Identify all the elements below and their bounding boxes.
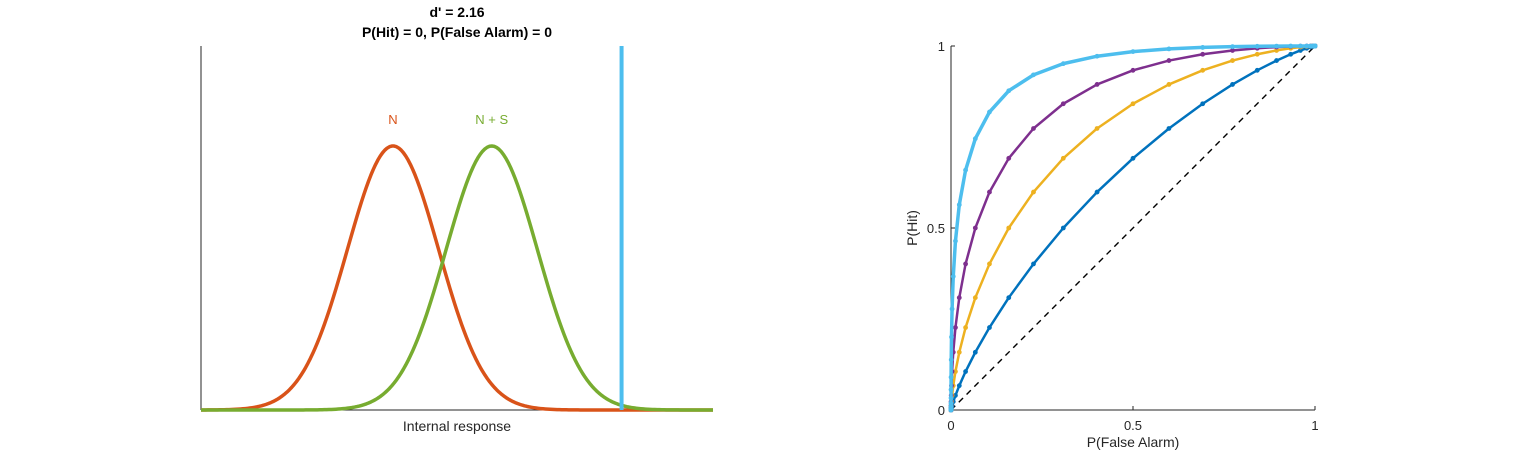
roc-point-3-21 <box>1031 72 1036 78</box>
hit-axis-label: P(Hit) <box>904 210 920 246</box>
roc-point-0-27 <box>953 393 958 398</box>
roc-point-0-16 <box>1200 101 1206 107</box>
roc-curve-3 <box>948 43 1318 413</box>
y-tick-label-1: 0.5 <box>927 221 945 236</box>
roc-point-1-16 <box>1200 67 1206 73</box>
roc-curves <box>948 43 1318 413</box>
roc-point-2-21 <box>1031 126 1036 131</box>
roc-point-3-11 <box>1298 43 1303 49</box>
chance-diagonal-line <box>950 45 1316 411</box>
roc-point-3-28 <box>950 274 956 279</box>
roc-point-3-26 <box>956 202 962 208</box>
roc-point-3-44 <box>948 407 954 413</box>
internal-response-axis-label: Internal response <box>403 418 511 434</box>
x-tick-label-2: 1 <box>1311 418 1318 433</box>
roc-point-0-24 <box>972 349 978 355</box>
roc-point-3-30 <box>949 334 954 340</box>
distribution-label-1: N + S <box>475 112 508 127</box>
roc-ticks: 0 0.5 1 0 0.5 1 <box>927 39 1319 433</box>
roc-point-0-22 <box>1006 295 1012 301</box>
roc-point-1-23 <box>987 261 992 267</box>
roc-point-0-13 <box>1274 58 1279 63</box>
roc-point-1-14 <box>1254 51 1260 57</box>
roc-point-2-16 <box>1200 51 1206 57</box>
roc-point-3-22 <box>1006 88 1012 94</box>
roc-point-3-27 <box>953 238 958 244</box>
distribution-curves <box>200 46 713 412</box>
roc-point-1-17 <box>1166 82 1172 87</box>
roc-point-2-15 <box>1230 48 1235 53</box>
false-alarm-axis-label: P(False Alarm) <box>1087 434 1180 450</box>
distribution-curve-0 <box>200 144 713 412</box>
roc-point-3-15 <box>1230 44 1235 50</box>
dprime-title: d' = 2.16 <box>429 4 484 20</box>
roc-point-1-18 <box>1130 101 1136 107</box>
roc-point-1-21 <box>1031 189 1036 195</box>
roc-point-1-24 <box>972 295 978 301</box>
distribution-curve-1 <box>201 144 713 412</box>
roc-point-0-12 <box>1288 51 1294 57</box>
roc-point-0-18 <box>1130 155 1136 161</box>
roc-point-0-23 <box>987 325 992 330</box>
roc-point-3-18 <box>1130 49 1136 54</box>
roc-point-3-31 <box>948 357 954 363</box>
roc-point-0-17 <box>1166 126 1172 131</box>
roc-point-1-25 <box>963 325 968 330</box>
roc-point-3-19 <box>1094 53 1100 59</box>
roc-point-0-14 <box>1254 67 1260 73</box>
roc-point-3-32 <box>948 374 954 380</box>
distribution-plot: d' = 2.16 P(Hit) = 0, P(False Alarm) = 0… <box>200 4 713 434</box>
roc-point-1-22 <box>1006 225 1012 231</box>
roc-point-0-11 <box>1298 48 1303 53</box>
roc-point-3-13 <box>1274 43 1279 49</box>
roc-point-3-9 <box>1308 43 1313 49</box>
roc-point-2-23 <box>987 189 992 195</box>
roc-point-2-17 <box>1166 58 1172 63</box>
roc-point-3-29 <box>949 306 955 312</box>
roc-point-0-25 <box>963 369 968 374</box>
roc-point-2-25 <box>963 261 968 267</box>
roc-point-2-26 <box>956 295 962 301</box>
roc-point-2-19 <box>1094 82 1100 87</box>
roc-point-0-15 <box>1230 82 1235 87</box>
roc-point-3-16 <box>1200 45 1206 50</box>
roc-point-1-26 <box>956 349 962 355</box>
hit-false-alarm-subtitle: P(Hit) = 0, P(False Alarm) = 0 <box>362 24 552 40</box>
roc-point-3-34 <box>948 395 954 401</box>
roc-point-2-24 <box>972 225 978 231</box>
roc-point-3-25 <box>963 167 968 173</box>
roc-point-0-20 <box>1060 225 1066 231</box>
roc-point-3-24 <box>972 136 978 142</box>
roc-point-1-15 <box>1230 58 1235 63</box>
roc-point-3-14 <box>1254 43 1260 49</box>
roc-point-3-12 <box>1288 43 1294 49</box>
roc-point-3-33 <box>948 387 954 393</box>
y-tick-label-2: 1 <box>938 39 945 54</box>
roc-plot: 0 0.5 1 0 0.5 1 P(False Alarm) P(Hit) <box>904 39 1319 450</box>
roc-point-0-19 <box>1094 189 1100 195</box>
roc-point-3-17 <box>1166 46 1172 52</box>
roc-point-1-27 <box>953 369 958 374</box>
roc-point-1-19 <box>1094 126 1100 131</box>
roc-point-3-20 <box>1060 61 1066 67</box>
distribution-label-0: N <box>388 112 397 127</box>
roc-point-3-10 <box>1304 43 1310 49</box>
roc-point-1-20 <box>1060 155 1066 161</box>
roc-point-0-26 <box>956 383 962 389</box>
y-tick-label-0: 0 <box>938 403 945 418</box>
roc-point-2-18 <box>1130 67 1136 73</box>
roc-point-1-13 <box>1274 48 1279 53</box>
roc-point-2-22 <box>1006 155 1012 161</box>
x-tick-label-1: 0.5 <box>1124 418 1142 433</box>
distribution-labels: N N + S <box>388 112 508 127</box>
x-tick-label-0: 0 <box>947 418 954 433</box>
roc-point-2-27 <box>953 325 958 330</box>
roc-point-2-20 <box>1060 101 1066 107</box>
roc-point-3-23 <box>987 109 992 115</box>
roc-point-0-21 <box>1031 261 1036 267</box>
